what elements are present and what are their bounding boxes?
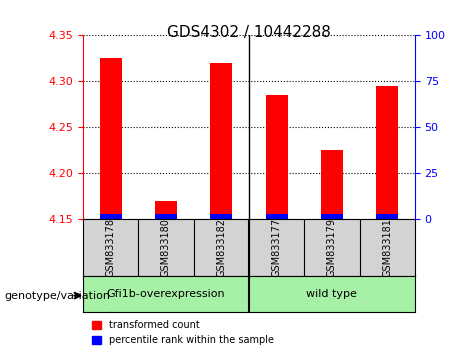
Bar <box>210 63 232 219</box>
Bar <box>266 95 288 219</box>
Text: GSM833179: GSM833179 <box>327 218 337 277</box>
Legend: transformed count, percentile rank within the sample: transformed count, percentile rank withi… <box>88 316 278 349</box>
Bar <box>155 214 177 219</box>
Bar <box>376 86 398 219</box>
Bar <box>100 214 122 219</box>
Bar <box>210 214 232 219</box>
Text: GSM833178: GSM833178 <box>106 218 116 277</box>
Text: GSM833180: GSM833180 <box>161 218 171 277</box>
Bar <box>321 150 343 219</box>
Bar <box>321 214 343 219</box>
Bar <box>155 201 177 219</box>
Text: GSM833181: GSM833181 <box>382 218 392 277</box>
Bar <box>376 214 398 219</box>
Text: Gfi1b-overexpression: Gfi1b-overexpression <box>106 289 225 299</box>
Bar <box>100 58 122 219</box>
Text: wild type: wild type <box>307 289 357 299</box>
Bar <box>266 214 288 219</box>
Text: GSM833182: GSM833182 <box>216 218 226 277</box>
Text: GSM833177: GSM833177 <box>272 218 282 278</box>
Text: GDS4302 / 10442288: GDS4302 / 10442288 <box>167 25 331 40</box>
Text: genotype/variation: genotype/variation <box>5 291 111 301</box>
